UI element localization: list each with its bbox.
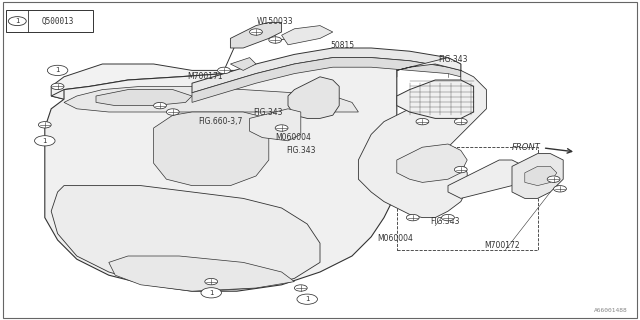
Polygon shape [192, 58, 461, 102]
Text: 1: 1 [42, 138, 47, 144]
Polygon shape [525, 166, 557, 186]
Polygon shape [448, 160, 531, 198]
Polygon shape [51, 64, 397, 115]
Polygon shape [397, 80, 474, 118]
Circle shape [51, 83, 64, 90]
Text: FIG.343: FIG.343 [431, 217, 460, 226]
Text: W150033: W150033 [257, 17, 294, 26]
Circle shape [554, 186, 566, 192]
Polygon shape [230, 22, 282, 48]
Bar [397, 147, 538, 250]
Text: FIG.343: FIG.343 [438, 55, 468, 64]
Text: 1: 1 [15, 18, 20, 24]
Polygon shape [192, 48, 461, 93]
Circle shape [294, 285, 307, 291]
Text: M700171: M700171 [187, 72, 223, 81]
Text: FIG.660-3,7: FIG.660-3,7 [198, 117, 243, 126]
Polygon shape [45, 64, 397, 291]
Polygon shape [512, 154, 563, 198]
Circle shape [38, 122, 51, 128]
Circle shape [250, 29, 262, 35]
Polygon shape [288, 77, 339, 118]
Text: 1: 1 [55, 68, 60, 73]
Circle shape [154, 102, 166, 109]
Circle shape [454, 166, 467, 173]
Circle shape [416, 118, 429, 125]
Circle shape [442, 214, 454, 221]
Polygon shape [230, 58, 256, 70]
Circle shape [47, 65, 68, 76]
Text: FRONT: FRONT [512, 143, 541, 152]
Circle shape [218, 67, 230, 74]
Polygon shape [250, 109, 301, 141]
Text: 1: 1 [305, 296, 310, 302]
Circle shape [275, 125, 288, 131]
Text: 50815: 50815 [330, 41, 355, 50]
Bar [6, 10, 93, 32]
Text: A66001488: A66001488 [593, 308, 627, 313]
Text: M700172: M700172 [484, 241, 520, 250]
Circle shape [406, 214, 419, 221]
Circle shape [454, 118, 467, 125]
Polygon shape [96, 90, 192, 106]
Polygon shape [109, 256, 294, 291]
Circle shape [201, 288, 221, 298]
Polygon shape [282, 26, 333, 45]
Text: Q500013: Q500013 [42, 17, 74, 26]
Circle shape [35, 136, 55, 146]
Text: FIG.343: FIG.343 [287, 146, 316, 155]
Polygon shape [397, 144, 467, 182]
Polygon shape [154, 112, 269, 186]
Circle shape [297, 294, 317, 304]
Text: FIG.343: FIG.343 [253, 108, 282, 117]
Text: 1: 1 [209, 290, 214, 296]
Polygon shape [64, 86, 358, 112]
Text: M060004: M060004 [378, 234, 413, 243]
Circle shape [166, 109, 179, 115]
Text: M060004: M060004 [275, 133, 311, 142]
Circle shape [269, 37, 282, 43]
Polygon shape [51, 64, 371, 115]
Polygon shape [51, 186, 320, 291]
Polygon shape [358, 58, 486, 218]
Circle shape [205, 278, 218, 285]
Circle shape [547, 176, 560, 182]
